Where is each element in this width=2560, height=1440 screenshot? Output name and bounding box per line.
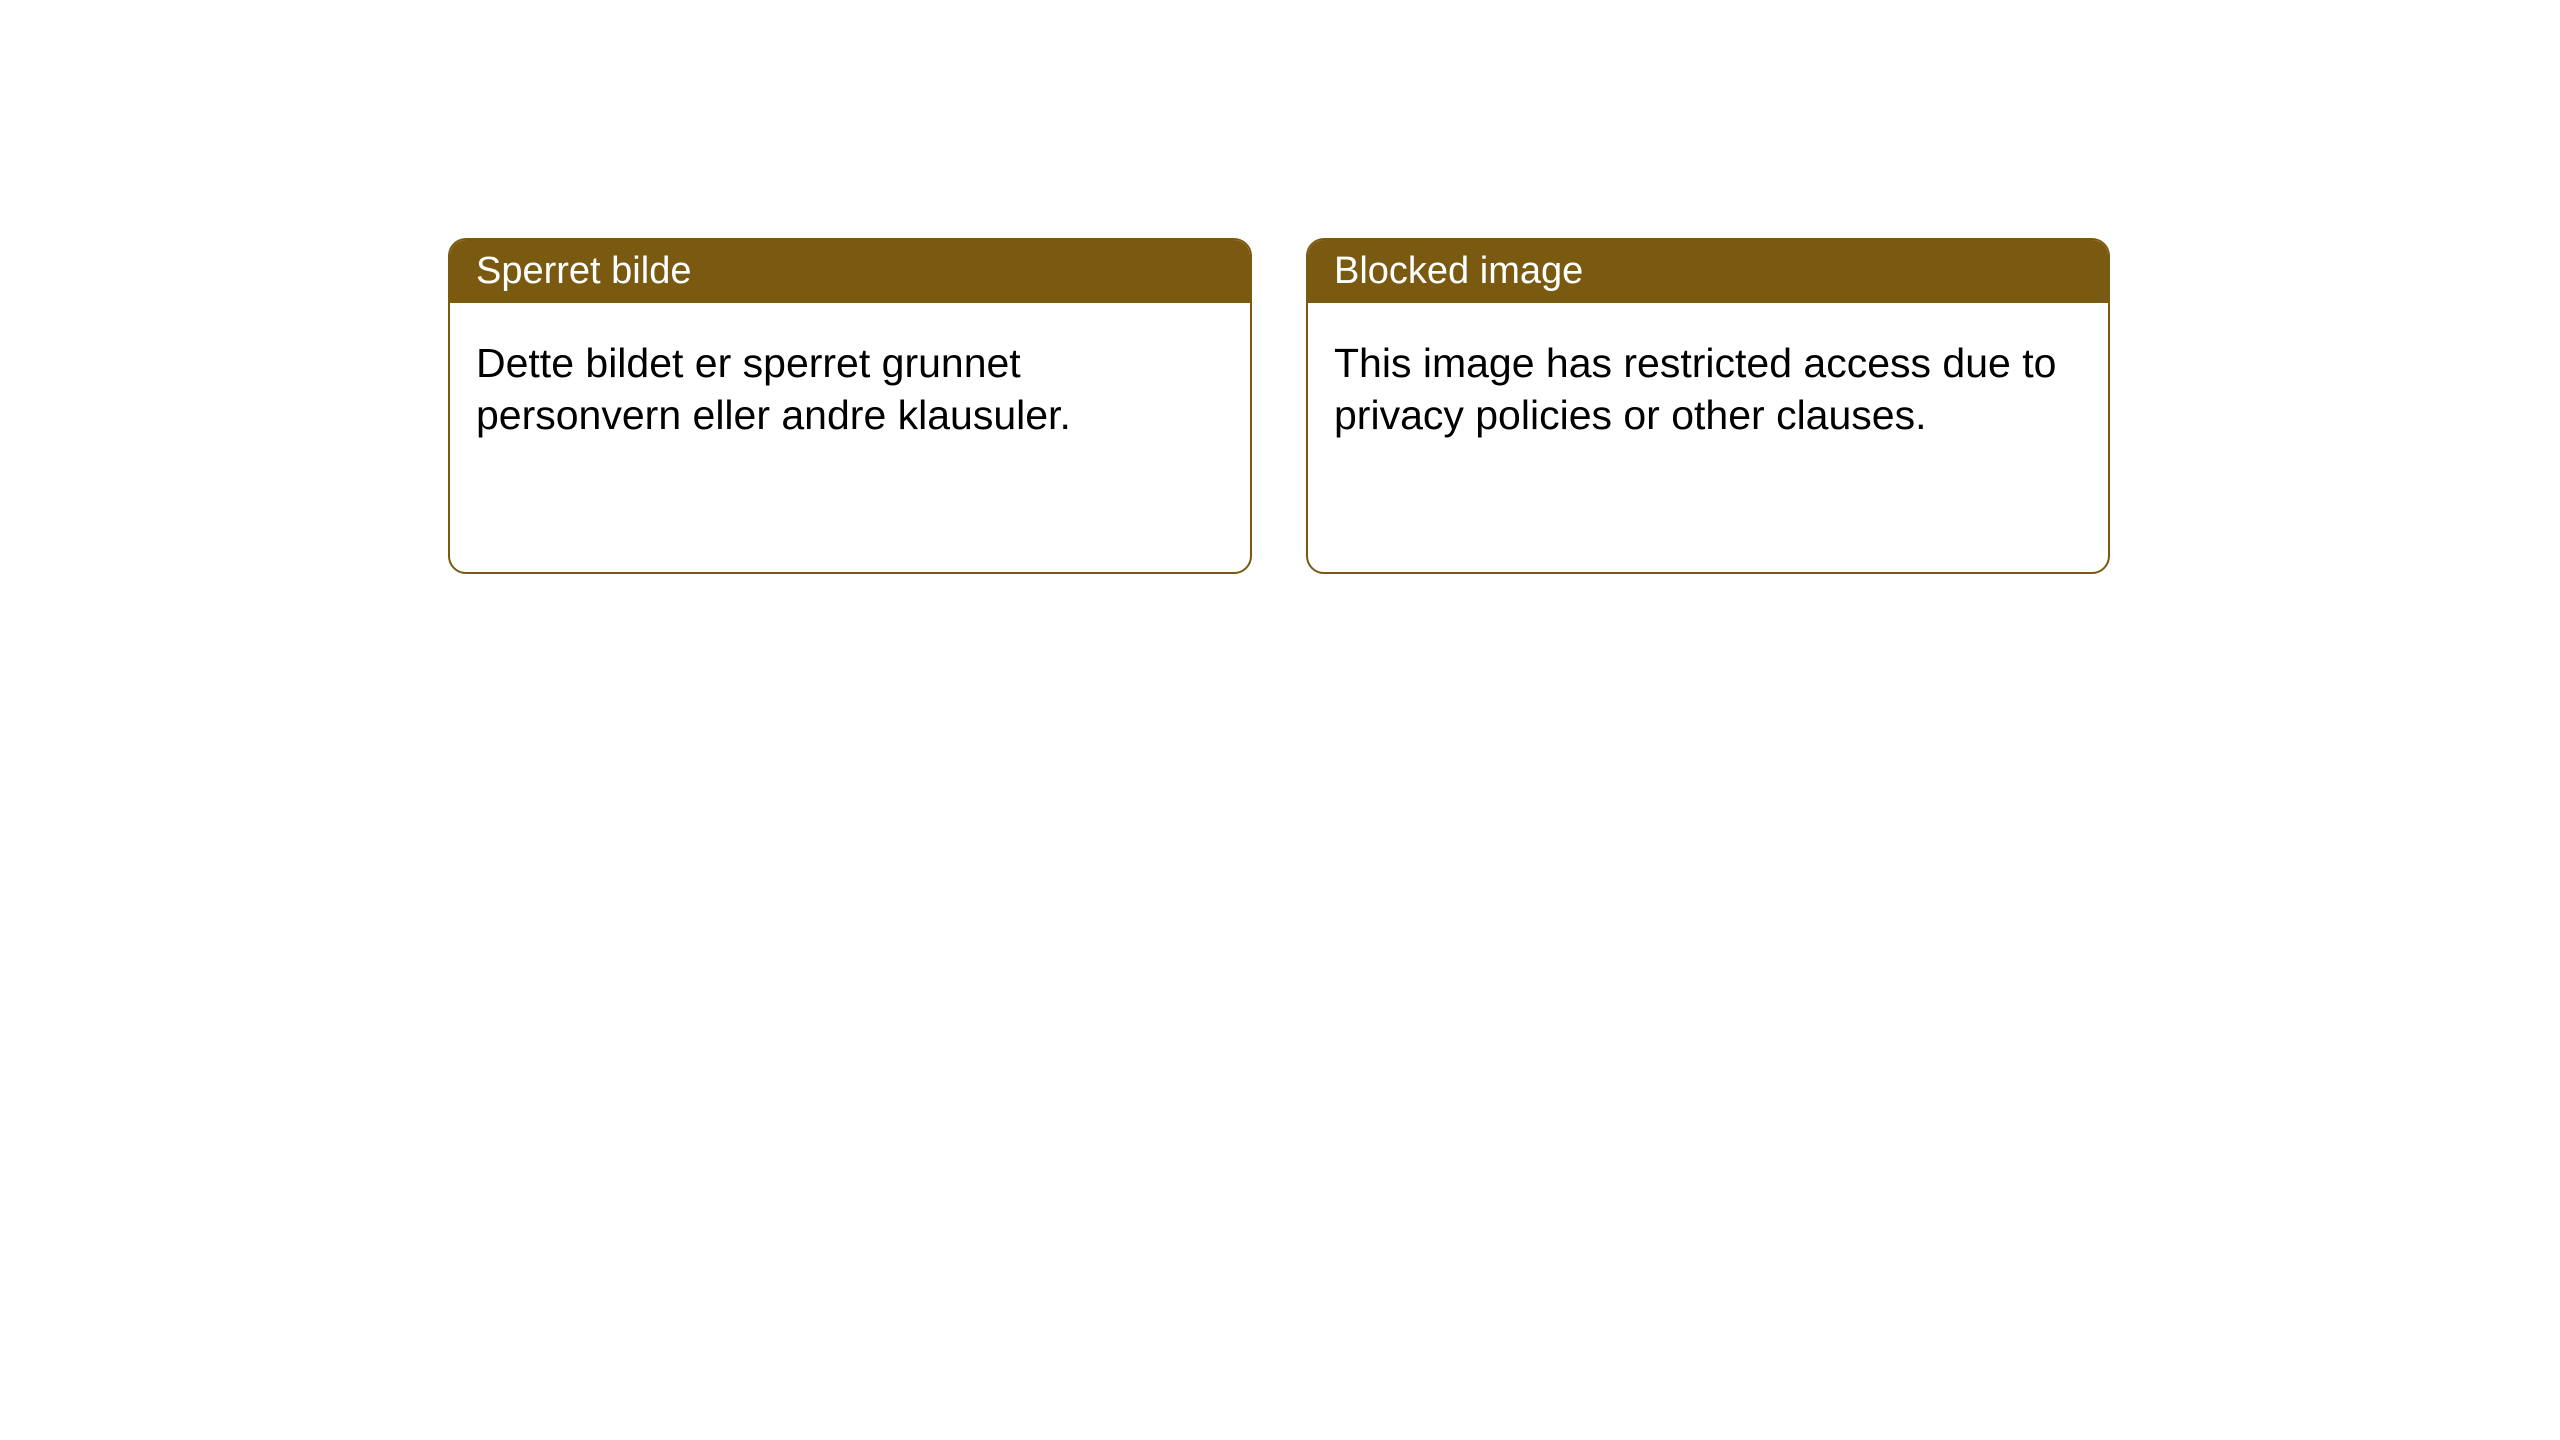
- notice-box-english: Blocked image This image has restricted …: [1306, 238, 2110, 574]
- notice-container: Sperret bilde Dette bildet er sperret gr…: [448, 238, 2110, 574]
- notice-body: Dette bildet er sperret grunnet personve…: [450, 303, 1250, 476]
- notice-title: Sperret bilde: [450, 240, 1250, 303]
- notice-body: This image has restricted access due to …: [1308, 303, 2108, 476]
- notice-box-norwegian: Sperret bilde Dette bildet er sperret gr…: [448, 238, 1252, 574]
- notice-title: Blocked image: [1308, 240, 2108, 303]
